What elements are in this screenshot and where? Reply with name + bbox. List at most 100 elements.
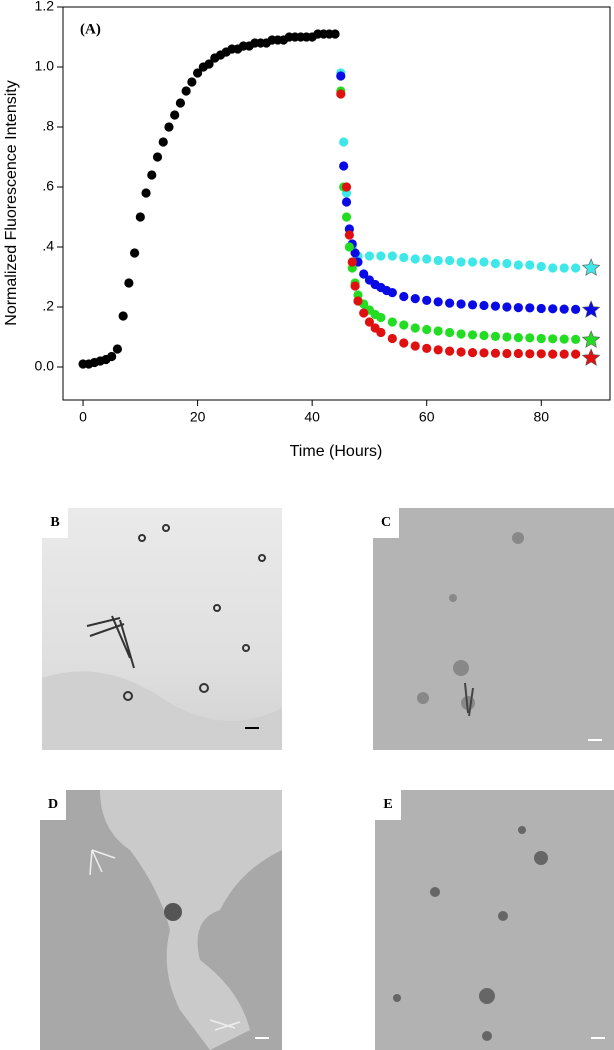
point (187, 77, 197, 87)
point (175, 98, 186, 108)
star-marker (581, 300, 601, 318)
point (559, 304, 569, 314)
point (410, 341, 420, 351)
point (158, 137, 168, 147)
chart-title: (A) (80, 21, 101, 37)
point (513, 303, 523, 313)
panel-label: E (375, 790, 401, 820)
point (479, 257, 489, 267)
y-tick-label: 1.0 (35, 58, 55, 74)
point (376, 251, 386, 261)
point (456, 257, 466, 267)
x-tick-label: 60 (419, 409, 435, 425)
point (344, 230, 354, 240)
star-marker (581, 348, 601, 366)
point (147, 170, 157, 180)
point (364, 317, 375, 327)
x-tick-label: 20 (190, 409, 206, 425)
point (433, 326, 443, 336)
point (118, 311, 128, 321)
point (410, 323, 420, 333)
point (559, 334, 569, 344)
point (479, 348, 489, 358)
point (502, 258, 512, 269)
point (364, 251, 375, 261)
point (387, 317, 397, 327)
point (193, 68, 203, 78)
point (525, 349, 535, 359)
chart: (A) Time (Hours) Normalized Fluorescence… (3, 0, 611, 460)
micrograph-image (375, 790, 614, 1050)
point (387, 288, 397, 298)
point (341, 212, 352, 222)
point (525, 260, 535, 270)
point (353, 296, 363, 306)
micrograph: B (42, 508, 282, 750)
point (559, 349, 569, 359)
point (536, 261, 546, 272)
point (445, 346, 455, 356)
point (344, 242, 354, 252)
x-axis-label: Time (Hours) (290, 443, 383, 460)
x-tick-label: 0 (79, 409, 87, 425)
micrograph: E (375, 790, 614, 1050)
point (502, 302, 512, 312)
point (181, 86, 191, 96)
point (525, 333, 535, 343)
micrograph: D (40, 790, 282, 1050)
point (571, 304, 581, 314)
point (456, 329, 466, 339)
point (399, 252, 409, 263)
micrograph-image (40, 790, 282, 1050)
point (339, 161, 349, 171)
point (410, 294, 420, 304)
point (433, 345, 443, 355)
point (467, 257, 478, 267)
y-tick-label: 0.0 (35, 358, 55, 374)
y-tick-label: 1.2 (35, 0, 55, 14)
point (433, 255, 443, 266)
point (422, 295, 432, 305)
point (513, 260, 523, 270)
point (359, 269, 369, 279)
point (559, 263, 569, 273)
point (490, 348, 501, 358)
point (456, 347, 466, 357)
panel-label: C (373, 508, 399, 538)
micrograph: C (373, 508, 614, 750)
point (536, 333, 546, 344)
point (350, 281, 360, 291)
point (502, 348, 512, 359)
point (502, 332, 512, 342)
y-tick-label: .2 (42, 298, 54, 314)
x-tick-label: 80 (533, 409, 549, 425)
star-marker (581, 258, 601, 276)
point (387, 251, 397, 261)
point (548, 263, 558, 273)
y-axis-label: Normalized Fluorescence Intensity (3, 80, 20, 325)
micrograph-image (373, 508, 614, 750)
point (422, 343, 432, 353)
point (341, 197, 352, 207)
point (376, 327, 386, 338)
plot-frame (62, 6, 611, 401)
point (433, 297, 443, 307)
point (347, 257, 357, 267)
x-tick-label: 40 (304, 409, 320, 425)
point (513, 333, 523, 343)
panel-label: B (42, 508, 68, 538)
point (548, 334, 558, 344)
point (410, 254, 420, 264)
point (456, 299, 466, 309)
y-tick-label: .6 (42, 178, 54, 194)
point (571, 263, 581, 273)
point (490, 331, 501, 341)
point (330, 29, 340, 39)
panel-label: D (40, 790, 66, 820)
point (422, 254, 432, 264)
point (152, 152, 163, 162)
point (164, 122, 174, 132)
point (107, 351, 117, 362)
point (399, 320, 409, 330)
